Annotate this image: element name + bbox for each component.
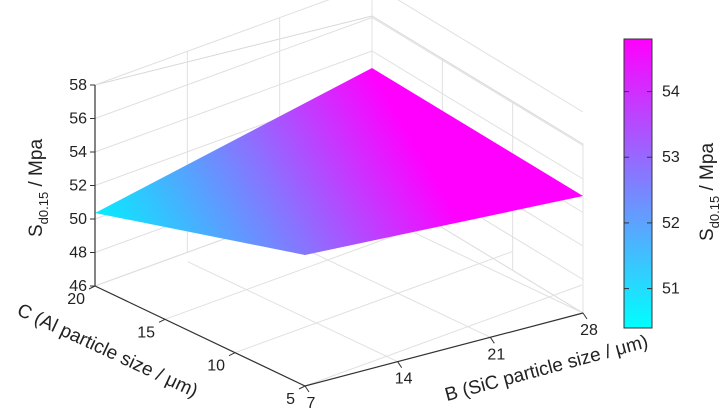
z-tick-label: 54 — [69, 144, 87, 161]
z-tick-labels: 46 48 50 52 54 56 58 — [69, 77, 95, 295]
x-tick-mark — [304, 385, 310, 393]
z-axis-label-suffix: / Mpa — [26, 139, 47, 192]
colorbar-label: Sd0.15 / Mpa — [697, 143, 722, 241]
y-grid-line — [234, 251, 513, 354]
x-axis-label: B (SiC particle size / μm) — [443, 331, 651, 405]
colorbar-tick-label: 54 — [662, 84, 680, 101]
y-tick-label: 20 — [67, 291, 85, 308]
y-grid-line — [304, 284, 583, 387]
colorbar-tick-label: 52 — [662, 215, 680, 232]
z-axis-label: Sd0.15 / Mpa — [26, 139, 51, 237]
x-grid-line — [187, 261, 398, 363]
z-tick-label: 52 — [69, 178, 87, 195]
y-axis-label: C (Al particle size / μm) — [14, 300, 201, 402]
z-grid-line — [94, 0, 330, 86]
z-tick-label: 50 — [69, 211, 87, 228]
colorbar-label-suffix: / Mpa — [697, 143, 718, 196]
y-axis-line — [94, 285, 306, 387]
y-tick-mark — [298, 385, 306, 390]
x-tick-label: 7 — [307, 395, 316, 412]
x-tick-mark — [582, 312, 588, 320]
x-tick-label: 28 — [580, 322, 598, 339]
z-tick-label: 56 — [69, 111, 87, 128]
y-tick-mark — [158, 318, 166, 323]
z-grid-line — [397, 0, 584, 113]
x-axis-line — [304, 312, 584, 387]
y-tick-label: 15 — [137, 324, 155, 341]
colorbar-gradient — [623, 38, 653, 329]
y-tick-mark — [88, 285, 96, 290]
x-tick-labels: 7 14 21 28 — [304, 312, 598, 412]
z-tick-label: 58 — [69, 77, 87, 94]
x-tick-label: 14 — [395, 371, 413, 388]
x-tick-label: 21 — [487, 346, 505, 363]
y-tick-label: 10 — [207, 358, 225, 375]
x-grid-line — [280, 236, 491, 338]
y-tick-label: 5 — [286, 391, 295, 408]
z-tick-label: 48 — [69, 245, 87, 262]
z-grid-line — [371, 50, 584, 180]
colorbar-tick-label: 51 — [662, 281, 680, 298]
colorbar-label-main: S — [697, 228, 718, 241]
colorbar-tick-label: 53 — [662, 149, 680, 166]
surface — [95, 68, 583, 255]
x-tick-mark — [397, 361, 403, 368]
x-tick-mark — [489, 337, 495, 344]
z-axis-label-sub: d0.15 — [36, 192, 51, 225]
z-axis-label-main: S — [26, 224, 47, 237]
z-tick-label: 46 — [69, 278, 87, 295]
z-grid-line — [371, 17, 584, 146]
y-tick-mark — [228, 352, 236, 357]
z-grid-line — [94, 17, 373, 119]
colorbar: 51 52 53 54 Sd0.15 / Mpa — [623, 38, 722, 329]
colorbar-ticks: 51 52 53 54 — [624, 84, 680, 298]
z-grid-line — [94, 50, 373, 153]
colorbar-label-sub: d0.15 — [707, 196, 722, 229]
y-tick-labels: 5 10 15 20 — [67, 285, 306, 408]
